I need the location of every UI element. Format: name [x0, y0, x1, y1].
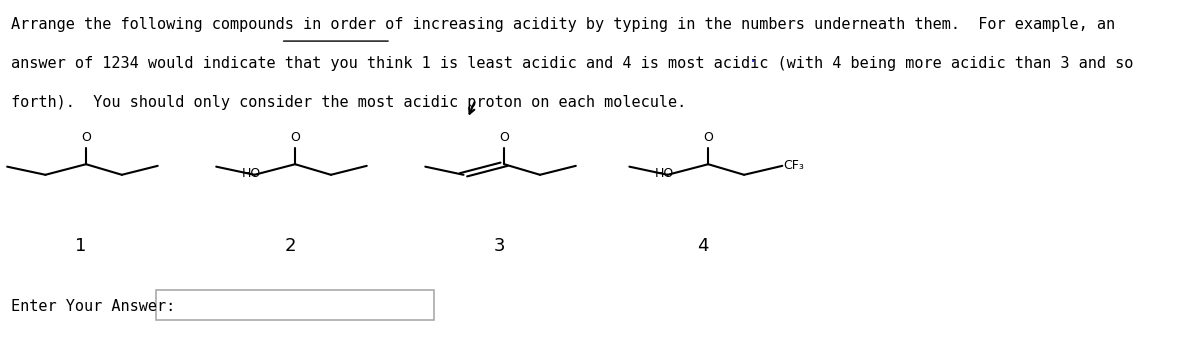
Text: O: O [703, 131, 713, 144]
Text: 2: 2 [284, 237, 296, 255]
Text: ·: · [750, 53, 756, 72]
Text: forth).  You should only consider the most acidic proton on each molecule.: forth). You should only consider the mos… [11, 95, 686, 110]
Text: 3: 3 [493, 237, 505, 255]
Text: HO: HO [241, 167, 260, 180]
FancyBboxPatch shape [156, 290, 434, 320]
Text: HO: HO [654, 167, 674, 180]
Text: CF₃: CF₃ [784, 159, 805, 172]
Text: answer of 1234 would indicate that you think 1 is least acidic and 4 is most aci: answer of 1234 would indicate that you t… [11, 56, 1134, 71]
Text: 4: 4 [697, 237, 709, 255]
Text: 1: 1 [76, 237, 86, 255]
Text: O: O [82, 131, 91, 144]
Text: Arrange the following compounds in order of increasing acidity by typing in the : Arrange the following compounds in order… [11, 17, 1116, 32]
Text: O: O [290, 131, 300, 144]
Text: O: O [499, 131, 509, 144]
Text: Enter Your Answer:: Enter Your Answer: [11, 299, 175, 314]
